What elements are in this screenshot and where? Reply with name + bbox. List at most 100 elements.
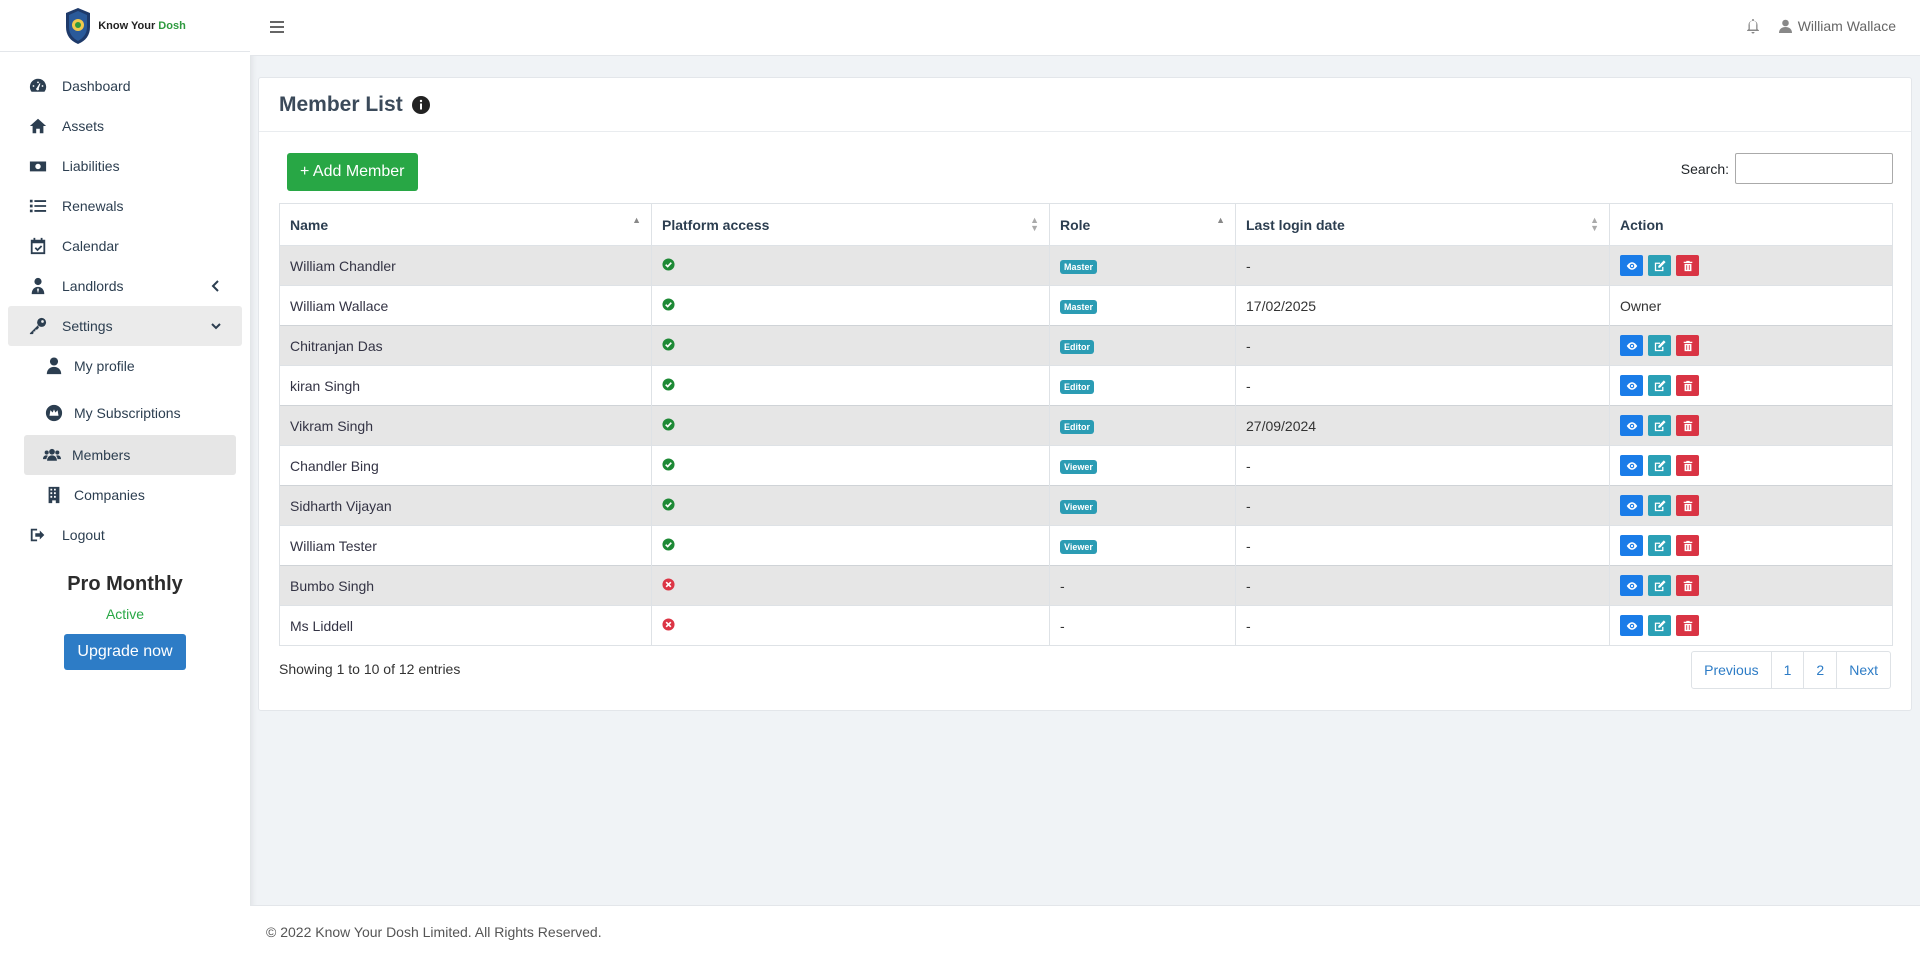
delete-button[interactable]	[1676, 375, 1699, 396]
trash-icon	[1682, 580, 1694, 592]
role-badge: Viewer	[1060, 500, 1097, 514]
edit-button[interactable]	[1648, 375, 1671, 396]
hamburger-menu-icon[interactable]	[270, 21, 284, 33]
delete-button[interactable]	[1676, 535, 1699, 556]
sidebar-item-logout[interactable]: Logout	[0, 515, 250, 555]
edit-button[interactable]	[1648, 495, 1671, 516]
eye-icon	[1626, 620, 1638, 632]
user-icon	[44, 357, 64, 375]
sidebar-subitem-members[interactable]: Members	[24, 435, 236, 475]
view-button[interactable]	[1620, 495, 1643, 516]
role-badge: Editor	[1060, 420, 1094, 434]
list-icon	[28, 197, 48, 215]
delete-button[interactable]	[1676, 615, 1699, 636]
info-icon[interactable]	[411, 95, 431, 115]
view-button[interactable]	[1620, 255, 1643, 276]
cell-role: Viewer	[1049, 445, 1236, 486]
plan-name: Pro Monthly	[67, 573, 183, 595]
pagination-page-2[interactable]: 2	[1804, 652, 1838, 688]
trash-icon	[1682, 340, 1694, 352]
cell-role: -	[1049, 605, 1236, 646]
brand-name: Know Your Dosh	[98, 19, 186, 32]
table-row: William Chandler Master -	[279, 245, 1893, 286]
table-row: William Wallace Master 17/02/2025 Owner	[279, 285, 1893, 326]
brand-logo[interactable]: Know Your Dosh	[0, 0, 250, 52]
column-header-last-login[interactable]: Last login date ▲ ▼	[1235, 203, 1610, 246]
edit-button[interactable]	[1648, 455, 1671, 476]
sidebar-subitem-label: My profile	[74, 358, 135, 374]
view-button[interactable]	[1620, 575, 1643, 596]
delete-button[interactable]	[1676, 255, 1699, 276]
cell-name: William Chandler	[279, 245, 652, 286]
sidebar-item-liabilities[interactable]: Liabilities	[0, 146, 250, 186]
edit-button[interactable]	[1648, 255, 1671, 276]
delete-button[interactable]	[1676, 415, 1699, 436]
cell-last-login: 17/02/2025	[1235, 285, 1610, 326]
edit-button[interactable]	[1648, 535, 1671, 556]
sidebar-item-label: Renewals	[62, 198, 124, 214]
view-button[interactable]	[1620, 375, 1643, 396]
row-actions	[1620, 375, 1882, 396]
check-circle-icon	[662, 337, 675, 351]
delete-button[interactable]	[1676, 335, 1699, 356]
view-button[interactable]	[1620, 535, 1643, 556]
edit-icon	[1654, 459, 1666, 472]
column-header-platform-access[interactable]: Platform access ▲ ▼	[651, 203, 1050, 246]
cell-action	[1609, 605, 1893, 646]
trash-icon	[1682, 460, 1694, 472]
sidebar-item-calendar[interactable]: Calendar	[0, 226, 250, 266]
view-button[interactable]	[1620, 455, 1643, 476]
delete-button[interactable]	[1676, 575, 1699, 596]
user-menu[interactable]: William Wallace	[1778, 18, 1896, 34]
row-actions	[1620, 255, 1882, 276]
role-badge: Editor	[1060, 340, 1094, 354]
bell-icon[interactable]	[1746, 18, 1760, 34]
sidebar-item-renewals[interactable]: Renewals	[0, 186, 250, 226]
cell-action	[1609, 245, 1893, 286]
sidebar-subitem-my-subscriptions[interactable]: My Subscriptions	[0, 393, 250, 433]
page-title: Member List	[279, 92, 403, 116]
edit-button[interactable]	[1648, 335, 1671, 356]
delete-button[interactable]	[1676, 455, 1699, 476]
edit-button[interactable]	[1648, 415, 1671, 436]
view-button[interactable]	[1620, 415, 1643, 436]
cell-platform-access	[651, 605, 1050, 646]
edit-icon	[1654, 619, 1666, 632]
cell-last-login: 27/09/2024	[1235, 405, 1610, 446]
pagination-page-1[interactable]: 1	[1772, 652, 1805, 688]
upgrade-now-button[interactable]: Upgrade now	[64, 634, 186, 670]
pagination-previous[interactable]: Previous	[1692, 652, 1772, 688]
subscription-plan: Pro Monthly Active Upgrade now	[0, 573, 250, 670]
view-button[interactable]	[1620, 335, 1643, 356]
add-member-button[interactable]: + Add Member	[287, 153, 418, 191]
search-input[interactable]	[1735, 153, 1893, 184]
sidebar-subitem-my-profile[interactable]: My profile	[0, 346, 250, 386]
cell-action	[1609, 365, 1893, 406]
cell-action: Owner	[1609, 285, 1893, 326]
view-button[interactable]	[1620, 615, 1643, 636]
sidebar-item-dashboard[interactable]: Dashboard	[0, 66, 250, 106]
delete-button[interactable]	[1676, 495, 1699, 516]
edit-icon	[1654, 379, 1666, 392]
sidebar-item-assets[interactable]: Assets	[0, 106, 250, 146]
role-badge: Master	[1060, 260, 1098, 274]
shield-logo-icon	[66, 7, 91, 44]
users-icon	[42, 446, 62, 464]
column-header-name[interactable]: Name ▲	[279, 203, 652, 246]
pagination-next[interactable]: Next	[1849, 662, 1878, 678]
edit-button[interactable]	[1648, 575, 1671, 596]
column-header-role[interactable]: Role ▲	[1049, 203, 1236, 246]
sidebar-subitem-companies[interactable]: Companies	[0, 475, 250, 515]
role-badge: Viewer	[1060, 460, 1097, 474]
check-circle-icon	[662, 377, 675, 391]
sidebar-item-settings[interactable]: Settings	[8, 306, 242, 346]
sidebar-item-label: Calendar	[62, 238, 119, 254]
edit-icon	[1654, 339, 1666, 352]
edit-button[interactable]	[1648, 615, 1671, 636]
check-circle-icon	[662, 257, 675, 271]
gauge-icon	[28, 77, 48, 95]
column-header-action: Action	[1609, 203, 1893, 246]
cell-name: Sidharth Vijayan	[279, 485, 652, 526]
eye-icon	[1626, 500, 1638, 512]
sidebar-item-landlords[interactable]: Landlords	[0, 266, 250, 306]
